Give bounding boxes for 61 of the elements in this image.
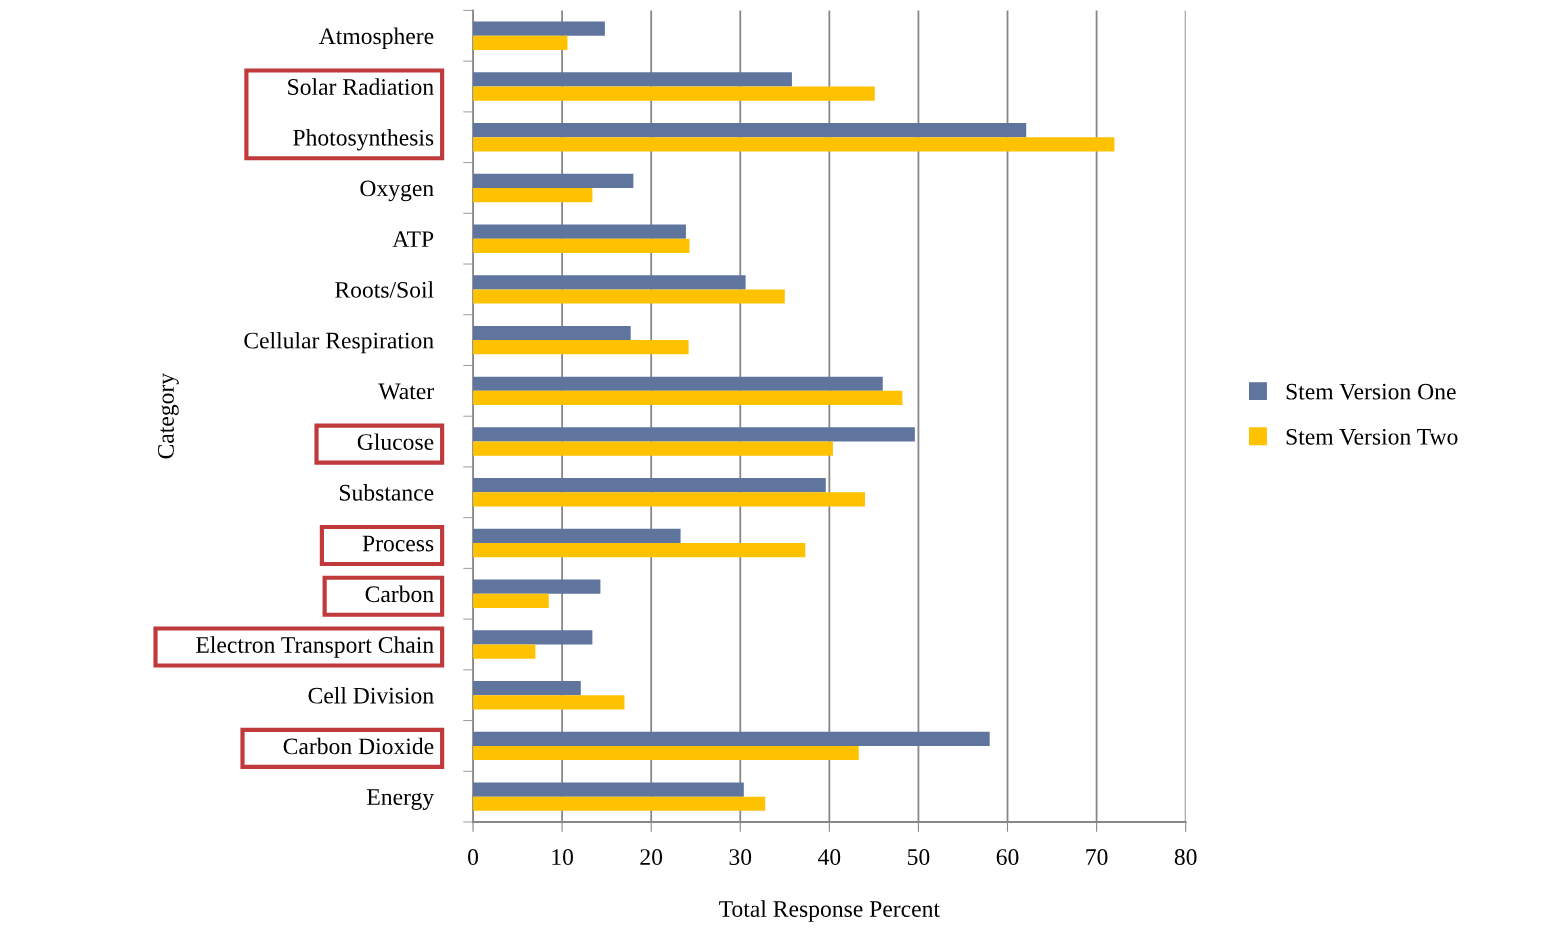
bar: [473, 680, 581, 696]
bar: [473, 173, 634, 188]
x-axis-title: Total Response Percent: [719, 900, 940, 922]
bar: [473, 21, 605, 36]
bar: [473, 492, 865, 507]
legend-label: Stem Version Two: [1286, 428, 1458, 445]
x-tick-label: 20: [640, 849, 663, 865]
y-tick-label: Roots/Soil: [335, 281, 434, 298]
bar: [473, 796, 766, 811]
x-tick-label: 10: [552, 849, 574, 865]
bar: [473, 390, 903, 406]
bar: [473, 35, 568, 50]
bar: [473, 123, 1027, 138]
y-tick-label: Atmosphere: [318, 27, 434, 49]
bar: [473, 593, 549, 608]
bar: [473, 224, 686, 239]
y-tick-label: Carbon: [365, 585, 434, 603]
y-tick-label: ATP: [392, 231, 434, 247]
x-tick-label: 40: [818, 849, 841, 865]
bar: [473, 528, 681, 544]
y-axis-title: Category: [158, 373, 179, 459]
bar: [473, 325, 631, 341]
x-tick-label: 60: [996, 849, 1019, 865]
y-tick-label: Oxygen: [360, 180, 434, 202]
bar: [473, 745, 859, 761]
bar: [473, 275, 746, 290]
y-tick-label: Process: [362, 535, 434, 552]
bar: [473, 86, 875, 101]
bar: [473, 137, 1115, 152]
x-tick-label: 70: [1086, 849, 1108, 865]
bar: [473, 72, 792, 87]
bar: [473, 579, 601, 594]
x-tick-label: 0: [468, 849, 479, 865]
y-tick-label: Cellular Respiration: [244, 331, 434, 354]
y-tick-label: Glucose: [357, 433, 434, 450]
bar: [473, 630, 593, 645]
bar: [473, 478, 826, 493]
bar: [473, 543, 806, 558]
bar: [473, 340, 689, 355]
x-tick-label: 80: [1174, 849, 1197, 865]
x-tick-label: 30: [729, 849, 752, 865]
y-tick-label: Cell Division: [308, 686, 434, 704]
y-tick-label: Energy: [367, 789, 435, 810]
bar: [473, 782, 744, 797]
bar: [473, 695, 625, 710]
bar: [473, 238, 690, 253]
y-tick-label: Water: [378, 383, 434, 400]
x-tick-label: 50: [908, 849, 930, 865]
y-tick-label: Substance: [339, 484, 434, 501]
bar: [473, 289, 785, 304]
y-tick-label: Solar Radiation: [288, 78, 434, 95]
bar: [473, 441, 833, 456]
bar: [473, 376, 883, 391]
y-tick-label: Carbon Dioxide: [283, 737, 434, 755]
y-tick-label: Electron Transport Chain: [196, 636, 434, 658]
legend-label: Stem Version One: [1286, 383, 1456, 400]
bar: [473, 427, 915, 442]
y-tick-label: Photosynthesis: [293, 129, 434, 151]
bar: [473, 187, 593, 203]
bar: [473, 731, 990, 746]
bar: [473, 644, 536, 659]
